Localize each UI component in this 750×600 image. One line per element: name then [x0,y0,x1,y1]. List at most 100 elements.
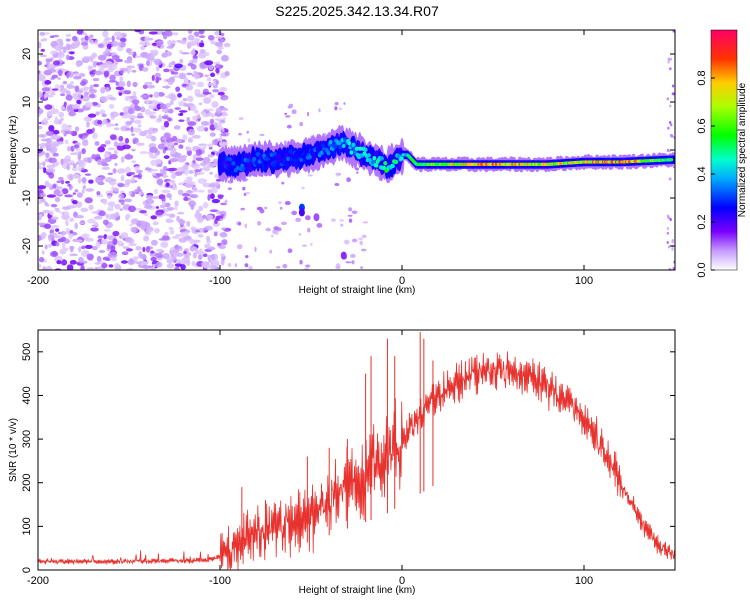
noise-speckle [172,32,179,36]
noise-speckle [209,118,215,125]
noise-speckle [351,238,358,243]
noise-speckle [171,61,176,66]
noise-speckle [178,100,185,107]
noise-speckle [122,113,129,119]
noise-speckle [105,213,109,219]
noise-speckle [51,143,59,147]
noise-speckle [60,179,65,185]
noise-speckle [112,230,120,237]
noise-speckle [218,245,226,250]
noise-speckle [164,30,172,36]
noise-speckle [100,87,106,94]
colorbar-gradient [711,30,737,270]
noise-speckle [175,248,180,254]
noise-speckle [52,60,61,66]
noise-speckle [109,74,116,81]
noise-speckle [38,91,41,98]
noise-speckle [184,168,189,176]
noise-speckle [114,162,118,167]
noise-speckle [185,79,189,85]
noise-speckle [102,118,108,125]
noise-speckle [132,175,141,178]
noise-speckle [110,206,114,212]
noise-speckle [49,232,58,236]
noise-speckle [222,96,228,101]
noise-speckle [169,157,179,163]
noise-speckle [219,218,224,222]
ridge-core [307,154,312,160]
noise-speckle [164,202,171,208]
noise-speckle [221,111,226,114]
noise-speckle [133,189,143,193]
snr-plot-area [38,330,675,570]
noise-speckle [107,201,116,208]
noise-speckle [307,227,311,233]
noise-speckle [92,60,97,68]
ridge-core [669,158,674,162]
noise-speckle [304,215,311,221]
noise-speckle [668,121,672,125]
noise-speckle [227,187,232,191]
spectrogram-x-tick-label: -100 [209,275,231,287]
noise-speckle [139,151,149,155]
noise-speckle [198,42,205,48]
noise-speckle [110,245,116,251]
colorbar-tick-label: 0.2 [696,214,708,229]
noise-speckle [210,72,216,78]
ridge-core [333,144,338,149]
noise-speckle [125,215,129,220]
ridge-core [288,149,293,154]
noise-speckle [120,232,129,239]
noise-speckle [331,218,336,222]
noise-speckle [60,93,66,97]
noise-speckle [217,46,224,50]
noise-speckle [189,194,199,199]
noise-speckle [671,247,674,251]
noise-speckle [107,206,112,212]
noise-speckle [287,248,293,254]
noise-speckle [51,88,59,91]
noise-speckle [174,107,181,110]
noise-speckle [38,134,47,138]
noise-speckle [42,209,51,214]
snr-panel: -200 -100 0 100 0 100 200 300 400 500 Height of … [8,329,676,596]
noise-speckle [76,239,83,242]
noise-speckle [60,230,67,236]
noise-speckle [120,69,124,75]
noise-speckle [667,126,670,130]
spectrogram-x-tick-label: 100 [575,275,593,287]
noise-speckle [164,95,172,99]
noise-speckle [124,178,131,185]
ridge-core [221,167,226,173]
noise-speckle [161,115,169,120]
noise-speckle [101,158,109,162]
noise-speckle [191,260,196,267]
noise-speckle [85,250,90,256]
noise-speckle [78,151,82,157]
noise-speckle [211,198,221,204]
noise-speckle [206,162,216,168]
noise-speckle [140,224,148,231]
noise-speckle [669,57,673,61]
noise-speckle [58,119,63,124]
snr-x-tick-label: -200 [27,575,49,587]
noise-speckle [86,253,94,261]
noise-speckle [667,57,671,61]
noise-speckle [195,93,203,98]
noise-speckle [145,246,151,253]
noise-speckle [186,220,191,227]
noise-speckle [192,251,198,259]
noise-speckle [42,267,48,270]
noise-speckle [174,171,183,176]
noise-speckle [44,223,52,230]
colorbar-tick-label: 0.6 [696,118,708,133]
noise-speckle [196,125,206,132]
noise-speckle [101,262,108,269]
noise-speckle [99,109,106,115]
noise-speckle [156,178,164,186]
noise-speckle [149,146,158,153]
noise-speckle [64,139,69,145]
noise-speckle [74,85,80,93]
noise-speckle [209,172,213,175]
noise-speckle [65,43,71,51]
